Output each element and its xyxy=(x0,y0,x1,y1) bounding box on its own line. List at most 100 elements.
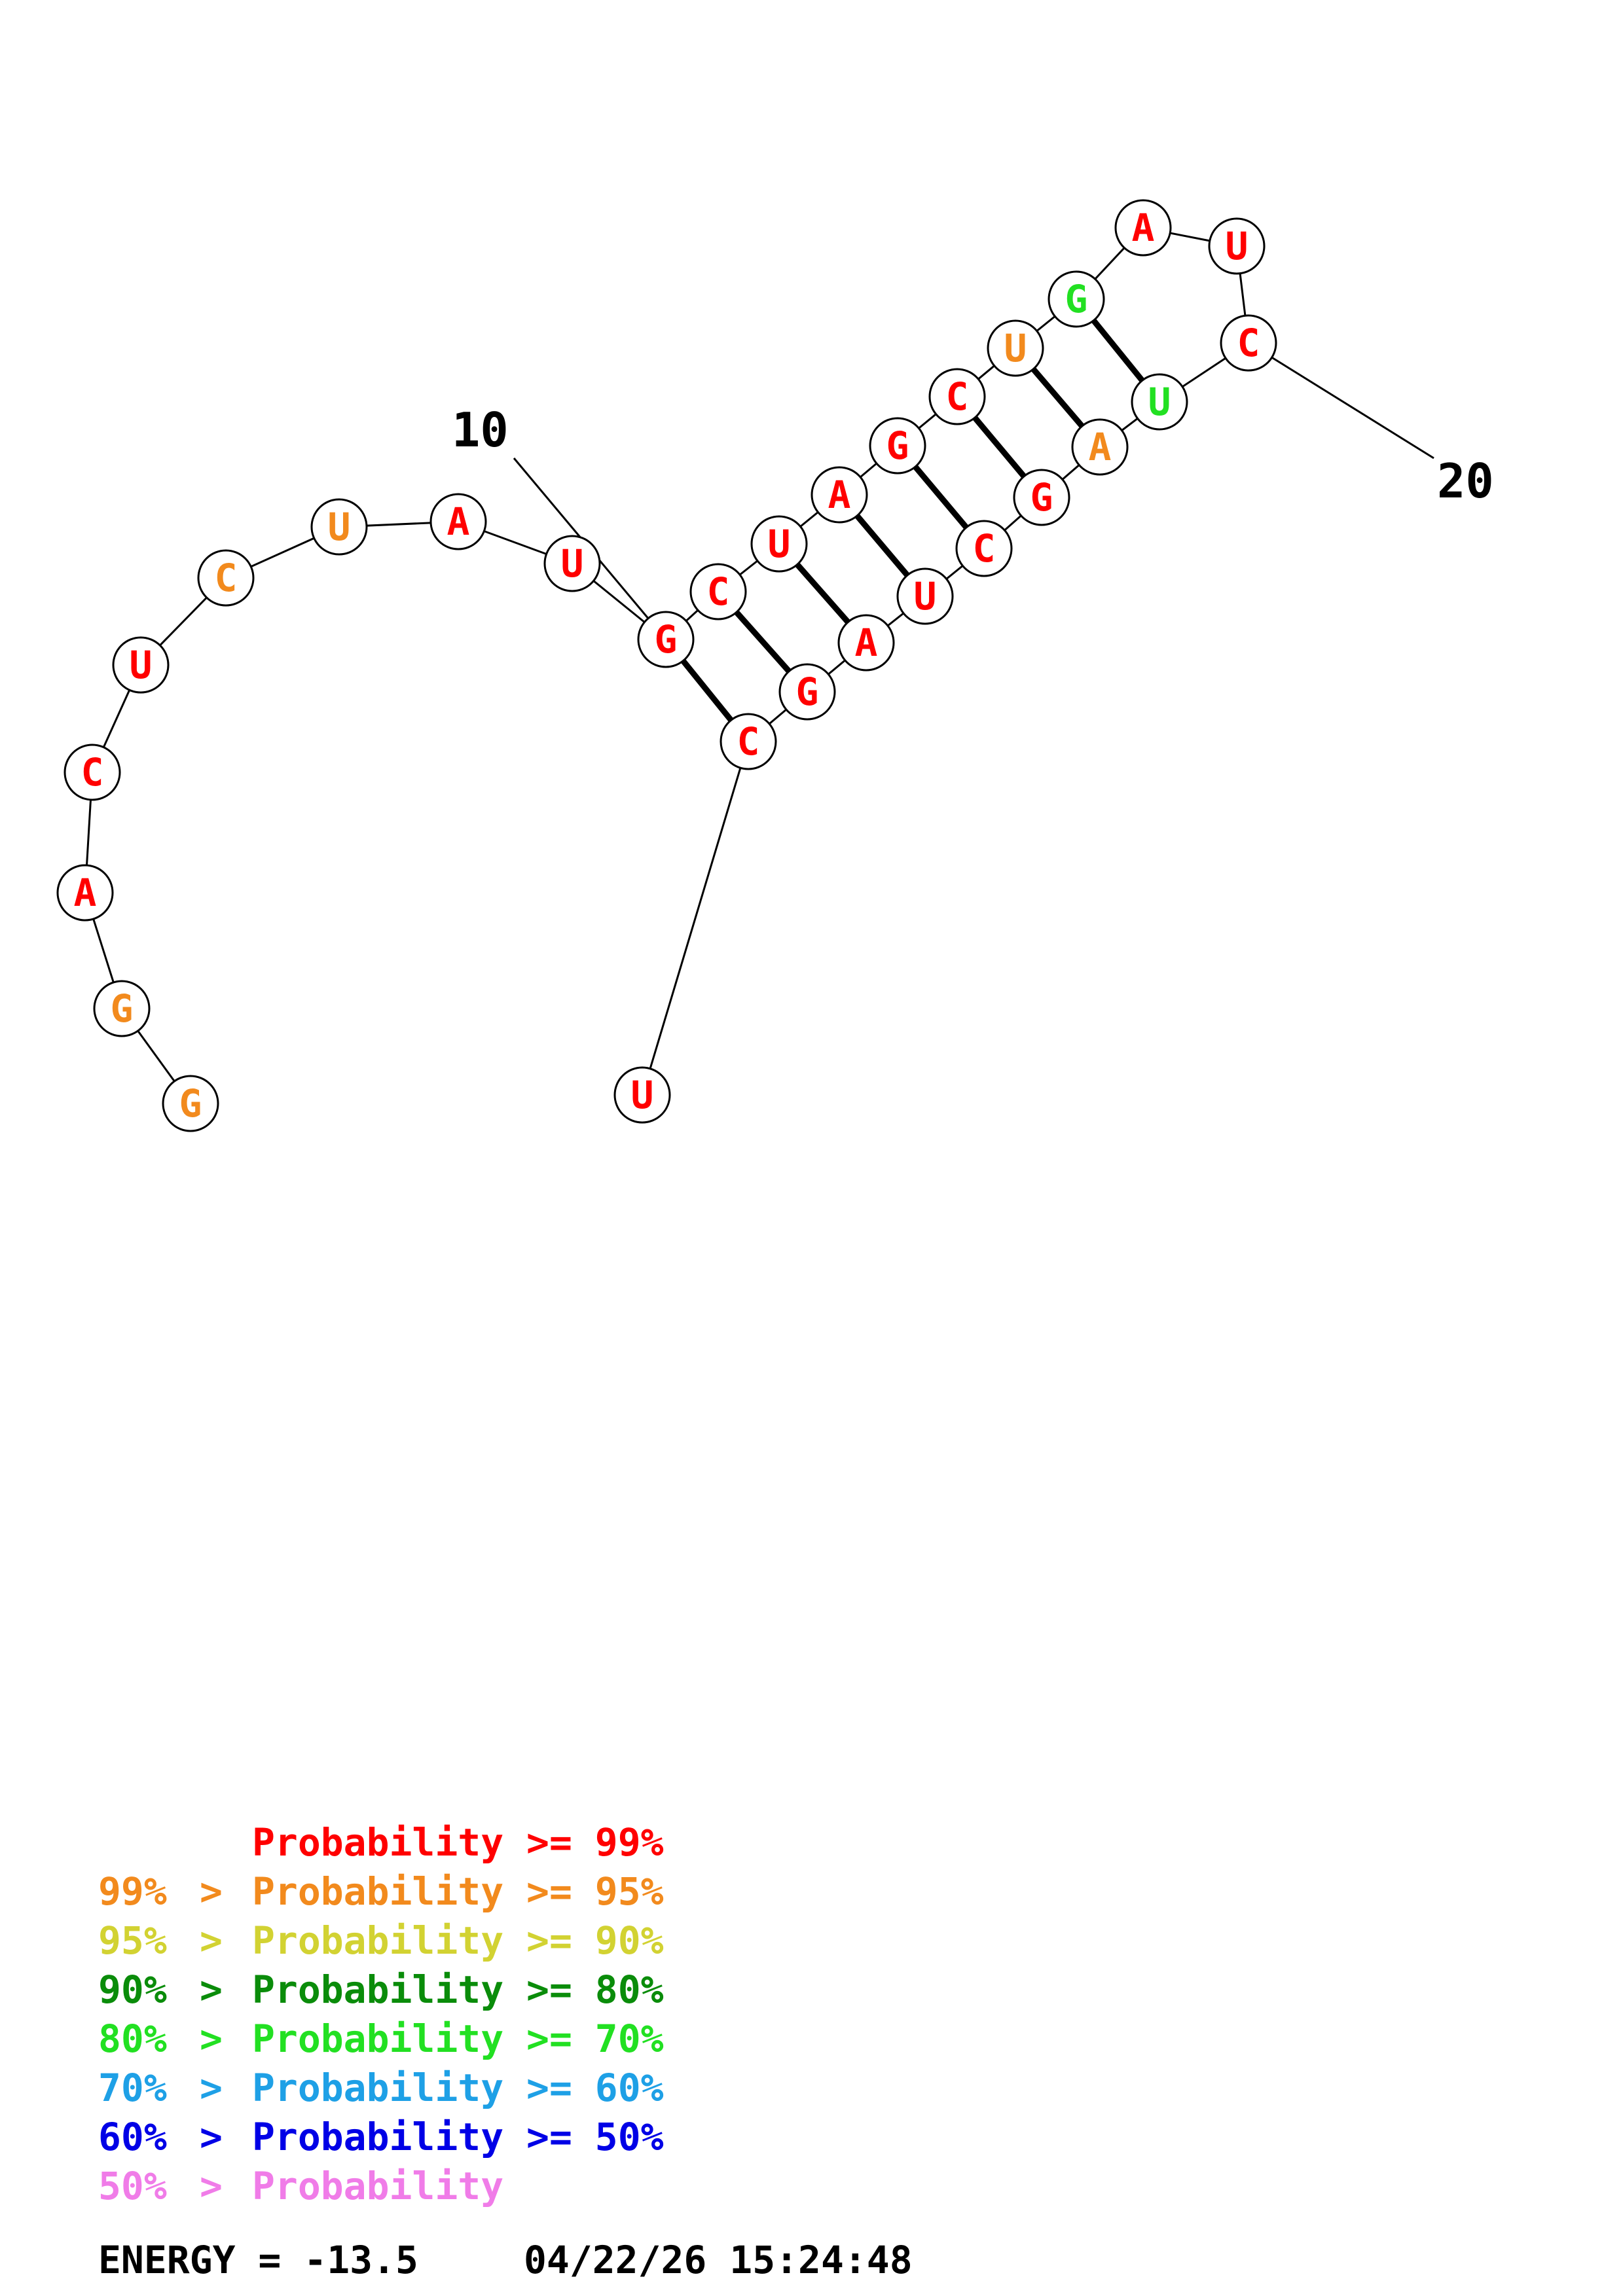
nucleotide-14: G xyxy=(869,417,926,475)
nucleotide-8: A xyxy=(429,493,487,550)
legend-greater-than: > xyxy=(200,2164,223,2208)
nucleotide-letter: A xyxy=(828,473,851,517)
nucleotide-7: U xyxy=(310,498,368,556)
nucleotide-circle xyxy=(310,498,368,556)
index-label-20: 20 xyxy=(1437,454,1494,509)
nucleotide-circle xyxy=(689,563,747,620)
legend-upper-bound: 80% xyxy=(98,2017,167,2061)
legend-text: Probability >= 60% xyxy=(252,2066,664,2110)
nucleotide-letter: C xyxy=(973,526,996,571)
nucleotide-circle xyxy=(1131,373,1188,431)
nucleotide-letter: A xyxy=(1089,425,1112,469)
nucleotide-circle xyxy=(1208,217,1266,275)
nucleotide-letter: G xyxy=(179,1081,202,1126)
nucleotide-letter: G xyxy=(1030,475,1053,520)
nucleotide-15: C xyxy=(928,368,986,425)
nucleotide-letter: U xyxy=(768,522,791,566)
nucleotide-circle xyxy=(896,567,954,625)
nucleotide-circle xyxy=(56,864,114,922)
nucleotide-letter: C xyxy=(946,374,969,419)
nucleotide-letter: A xyxy=(1132,206,1155,250)
nucleotide-letter: U xyxy=(1226,224,1249,268)
base-pair-bond xyxy=(854,514,910,577)
legend-upper-bound: 70% xyxy=(98,2066,167,2110)
nucleotide-circle xyxy=(955,520,1013,577)
base-pair-bond xyxy=(913,465,969,529)
nucleotide-27: G xyxy=(778,663,836,721)
nucleotide-circle xyxy=(750,515,808,573)
nucleotide-25: U xyxy=(896,567,954,625)
nucleotide-10: G xyxy=(637,611,695,668)
base-pair-bond xyxy=(680,658,734,723)
base-pair-bonds xyxy=(680,318,1145,723)
legend-greater-than: > xyxy=(200,1869,223,1914)
nucleotide-20: C xyxy=(1220,314,1277,372)
legend-text: Probability >= 90% xyxy=(252,1918,664,1963)
nucleotide-letter: U xyxy=(631,1073,654,1117)
legend-text: Probability >= 50% xyxy=(252,2115,664,2159)
legend-row: 60% > Probability >= 50% xyxy=(98,2115,664,2159)
legend-text: Probability >= 70% xyxy=(252,2017,664,2061)
nucleotide-circle xyxy=(197,549,255,607)
nucleotide-letter: U xyxy=(914,574,937,619)
base-pair-bond xyxy=(1091,318,1145,383)
legend-text: Probability >= 95% xyxy=(252,1869,664,1914)
nucleotide-circle xyxy=(1071,418,1129,476)
nucleotide-circle xyxy=(869,417,926,475)
nucleotide-circle xyxy=(637,611,695,668)
legend-upper-bound: 60% xyxy=(98,2115,167,2159)
nucleotide-circle xyxy=(837,614,895,672)
nucleotide-12: U xyxy=(750,515,808,573)
base-pair-bond xyxy=(972,416,1027,478)
legend-greater-than: > xyxy=(200,1967,223,2012)
nucleotide-23: G xyxy=(1013,469,1070,526)
nucleotide-circle xyxy=(778,663,836,721)
nucleotide-letter: U xyxy=(130,643,153,687)
nucleotide-letter: G xyxy=(1065,277,1088,321)
nucleotide-22: A xyxy=(1071,418,1129,476)
nucleotide-letter: G xyxy=(655,617,678,662)
nucleotide-circle xyxy=(987,319,1044,377)
backbone-segment xyxy=(641,741,750,1096)
nucleotide-6: C xyxy=(197,549,255,607)
nucleotide-letter: G xyxy=(796,670,819,714)
nucleotide-circle xyxy=(1220,314,1277,372)
nucleotide-letter: C xyxy=(215,556,238,600)
nucleotide-letter: U xyxy=(1148,380,1171,424)
nucleotide-circle xyxy=(1048,270,1105,328)
nucleotide-letter: U xyxy=(561,541,584,586)
energy-value: ENERGY = -13.5 xyxy=(98,2238,418,2282)
nucleotide-circle xyxy=(811,466,868,524)
legend-greater-than: > xyxy=(200,2066,223,2110)
legend-text: Probability >= 80% xyxy=(252,1967,664,2012)
nucleotide-letter: U xyxy=(1004,326,1027,370)
base-pair-bond xyxy=(1030,367,1085,428)
nucleotide-21: U xyxy=(1131,373,1188,431)
nucleotide-letter: U xyxy=(328,505,351,549)
nucleotide-11: C xyxy=(689,563,747,620)
nucleotide-16: U xyxy=(987,319,1044,377)
legend-greater-than: > xyxy=(200,2017,223,2061)
nucleotide-circle xyxy=(613,1066,671,1124)
nucleotide-letter: C xyxy=(1237,321,1260,365)
nucleotide-letter: A xyxy=(447,499,470,544)
legend-row: Probability >= 99% xyxy=(252,1820,664,1865)
legend-row: 50% > Probability xyxy=(98,2164,503,2208)
legend-row: 90% > Probability >= 80% xyxy=(98,1967,664,2012)
legend-text: Probability >= 99% xyxy=(252,1820,664,1865)
nucleotide-letter: C xyxy=(707,569,730,614)
legend-upper-bound: 99% xyxy=(98,1869,167,1914)
nucleotide-5: U xyxy=(112,636,170,694)
legend-text: Probability xyxy=(252,2164,503,2208)
nucleotide-3: A xyxy=(56,864,114,922)
nucleotide-28: C xyxy=(720,713,777,770)
nucleotide-circle xyxy=(162,1075,219,1132)
index-label-line xyxy=(1248,342,1434,459)
nucleotide-19: U xyxy=(1208,217,1266,275)
nucleotide-circle xyxy=(429,493,487,550)
legend-row: 99% > Probability >= 95% xyxy=(98,1869,664,1914)
legend-row: 95% > Probability >= 90% xyxy=(98,1918,664,1963)
probability-legend: Probability >= 99% 99% > Probability >= 95%… xyxy=(98,1820,664,2208)
